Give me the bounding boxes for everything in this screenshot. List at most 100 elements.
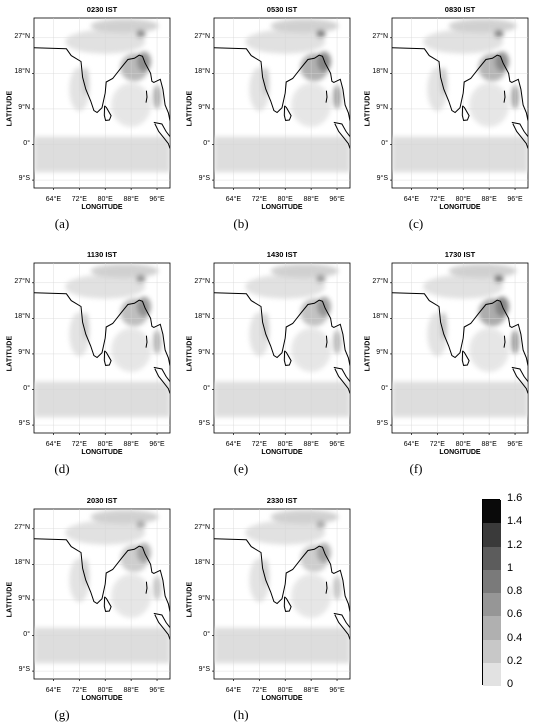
- panel-title: 1430 IST: [266, 250, 298, 259]
- longitude-tick-label: 96°E: [149, 196, 165, 203]
- map-plot: [212, 262, 351, 435]
- latitude-tick-label: 18°N: [372, 68, 388, 76]
- latitude-tick-label: 9°S: [376, 175, 388, 183]
- latitude-tick-label: 18°N: [372, 313, 388, 321]
- coastline: [214, 292, 350, 366]
- x-axis-label: LONGITUDE: [439, 204, 481, 211]
- latitude-tick-label: 27°N: [194, 32, 210, 40]
- coastline-andaman: [145, 581, 148, 594]
- latitude-tick-label: 27°N: [14, 277, 30, 285]
- coastline-andaman: [145, 335, 148, 348]
- longitude-tick-label: 72°E: [251, 196, 267, 203]
- coastline-sri-lanka: [283, 596, 292, 612]
- coastline: [392, 292, 528, 366]
- map-plot: [390, 262, 529, 435]
- latitude-tick-label: 18°N: [14, 313, 30, 321]
- map-panel: 0230 IST LATITUDE 27°N 18°N 9°N 0° 9°S 64°E 72°E…: [0, 5, 171, 230]
- longitude-tick-label: 72°E: [251, 441, 267, 448]
- coastline: [34, 47, 170, 121]
- longitude-tick-label: 64°E: [225, 196, 242, 203]
- longitude-tick-label: 64°E: [403, 441, 420, 448]
- latitude-tick-label: 18°N: [194, 313, 210, 321]
- colorbar-tick-label: 1.6: [507, 492, 523, 504]
- map-panel: 1730 IST LATITUDE 27°N 18°N 9°N 0° 9°S 64°E 72°E…: [358, 250, 529, 475]
- coastline-sumatra-south: [512, 368, 528, 394]
- coastline-sri-lanka: [103, 105, 112, 121]
- latitude-tick-label: 9°S: [198, 175, 210, 183]
- latitude-tick-label: 27°N: [194, 277, 210, 285]
- coastline-sumatra: [333, 612, 350, 628]
- latitude-tick-label: 0°: [203, 384, 210, 392]
- colorbar-tick-label: 0.2: [507, 654, 523, 667]
- map-plot: [212, 508, 351, 681]
- map-plot: [390, 17, 529, 190]
- longitude-tick-label: 72°E: [429, 196, 445, 203]
- coastline-sri-lanka: [461, 350, 470, 366]
- longitude-tick-label: 88°E: [303, 687, 319, 694]
- latitude-tick-label: 27°N: [14, 523, 30, 531]
- coastline-andaman: [503, 335, 506, 348]
- latitude-tick-label: 18°N: [14, 68, 30, 76]
- latitude-tick-label: 9°S: [376, 420, 388, 428]
- longitude-tick-label: 80°E: [277, 196, 293, 203]
- colorbar-segment: [483, 639, 501, 664]
- longitude-tick-label: 88°E: [303, 196, 319, 203]
- latitude-tick-label: 18°N: [194, 68, 210, 76]
- latitude-tick-label: 27°N: [372, 277, 388, 285]
- longitude-tick-label: 64°E: [225, 687, 242, 694]
- latitude-tick-label: 9°N: [198, 348, 210, 356]
- coastline-sumatra-south: [154, 368, 170, 394]
- colorbar-segment: [483, 546, 501, 571]
- latitude-tick-label: 9°N: [18, 348, 30, 356]
- map-panel: 1130 IST LATITUDE 27°N 18°N 9°N 0° 9°S 64°E 72°E…: [0, 250, 171, 475]
- latitude-tick-label: 9°N: [198, 594, 210, 602]
- coastline-sri-lanka: [103, 350, 112, 366]
- longitude-tick-label: 96°E: [329, 687, 345, 694]
- longitude-tick-label: 96°E: [329, 441, 345, 448]
- latitude-tick-label: 0°: [23, 630, 30, 638]
- coastline-andaman: [145, 90, 148, 103]
- map-plot: [32, 17, 171, 190]
- x-axis-label: LONGITUDE: [261, 204, 303, 211]
- longitude-tick-label: 88°E: [481, 441, 497, 448]
- map-plot: [32, 508, 171, 681]
- colorbar: [482, 499, 501, 686]
- longitude-tick-label: 88°E: [123, 687, 139, 694]
- panel-title: 1130 IST: [86, 250, 118, 259]
- longitude-tick-label: 72°E: [251, 687, 267, 694]
- longitude-tick-label: 80°E: [455, 441, 471, 448]
- latitude-tick-label: 0°: [381, 139, 388, 147]
- latitude-tick-label: 0°: [203, 630, 210, 638]
- coastline-sri-lanka: [103, 596, 112, 612]
- longitude-tick-label: 64°E: [403, 196, 420, 203]
- panel-caption: (d): [54, 461, 70, 476]
- longitude-tick-label: 72°E: [71, 441, 87, 448]
- x-axis-label: LONGITUDE: [81, 695, 123, 702]
- coastline: [34, 538, 170, 612]
- latitude-tick-label: 27°N: [372, 32, 388, 40]
- coastline-sumatra: [333, 121, 350, 137]
- map-plot: [32, 262, 171, 435]
- latitude-tick-label: 0°: [203, 139, 210, 147]
- latitude-tick-label: 18°N: [194, 559, 210, 567]
- latitude-tick-label: 0°: [381, 384, 388, 392]
- longitude-tick-label: 72°E: [71, 196, 87, 203]
- longitude-tick-label: 80°E: [97, 441, 113, 448]
- map-panel: 0530 IST LATITUDE 27°N 18°N 9°N 0° 9°S 64°E 72°E…: [180, 5, 351, 230]
- panel-caption: (a): [54, 216, 70, 231]
- map-panel: 1430 IST LATITUDE 27°N 18°N 9°N 0° 9°S 64°E 72°E…: [180, 250, 351, 475]
- coastline-sumatra-south: [334, 123, 350, 149]
- coastline-sumatra: [153, 121, 170, 137]
- longitude-tick-label: 64°E: [45, 687, 62, 694]
- x-axis-label: LONGITUDE: [261, 695, 303, 702]
- coastline-sumatra: [153, 366, 170, 382]
- coastline-andaman: [503, 90, 506, 103]
- latitude-tick-label: 27°N: [14, 32, 30, 40]
- coastline-andaman: [325, 581, 328, 594]
- coastline-sumatra-south: [512, 123, 528, 149]
- longitude-tick-label: 80°E: [455, 196, 471, 203]
- coastline-sumatra-south: [334, 614, 350, 640]
- coastline-sumatra: [333, 366, 350, 382]
- colorbar-tick-label: 0.8: [507, 585, 523, 597]
- coastline-sumatra: [153, 612, 170, 628]
